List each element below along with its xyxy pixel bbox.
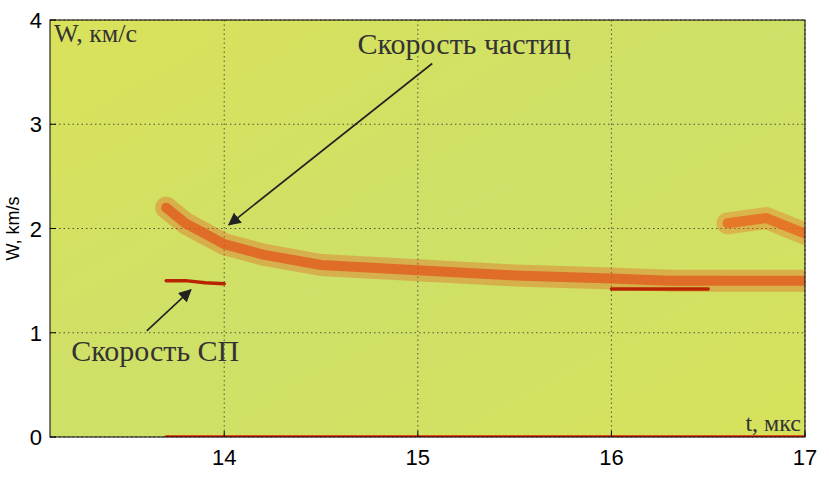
tick-label: 2 bbox=[30, 217, 42, 242]
grid-line bbox=[50, 124, 805, 125]
chart: 14 15 16 17 0 1 2 3 4 W, km/s W, км/с t, мкс Скорост… bbox=[0, 0, 829, 477]
band-halo bbox=[728, 218, 805, 234]
tick bbox=[611, 431, 612, 437]
velocity-band bbox=[166, 208, 805, 281]
tick bbox=[224, 431, 225, 437]
series-group bbox=[166, 208, 805, 437]
band-halo bbox=[166, 208, 805, 281]
tick bbox=[50, 437, 56, 438]
tick bbox=[50, 228, 56, 229]
plot-frame bbox=[50, 20, 805, 437]
axis-title: W, km/s bbox=[3, 197, 23, 261]
axis-title: W, км/с bbox=[54, 19, 137, 48]
tick-label: 1 bbox=[30, 321, 42, 346]
plot-background bbox=[50, 20, 805, 437]
tick-label: 14 bbox=[212, 445, 236, 470]
annotation-arrow bbox=[147, 290, 191, 331]
annotation: Скорость СП bbox=[71, 334, 239, 367]
tick bbox=[50, 332, 56, 333]
tick bbox=[50, 124, 56, 125]
annotation-arrow bbox=[229, 64, 432, 225]
tick-label: 3 bbox=[30, 112, 42, 137]
grid-line bbox=[50, 228, 805, 229]
tick-label: 0 bbox=[30, 425, 42, 450]
grid-line bbox=[224, 20, 225, 437]
tick bbox=[805, 431, 806, 437]
annotation: Скорость частиц bbox=[358, 27, 571, 60]
tick-label: 17 bbox=[793, 445, 817, 470]
tick-label: 15 bbox=[406, 445, 430, 470]
velocity-line bbox=[166, 281, 708, 289]
grid-line bbox=[417, 20, 418, 437]
tick-label: 4 bbox=[30, 8, 42, 33]
tick-label: 16 bbox=[599, 445, 623, 470]
axis-title: t, мкс bbox=[745, 410, 801, 436]
velocity-band bbox=[728, 218, 805, 234]
tick bbox=[417, 431, 418, 437]
grid-line bbox=[611, 20, 612, 437]
